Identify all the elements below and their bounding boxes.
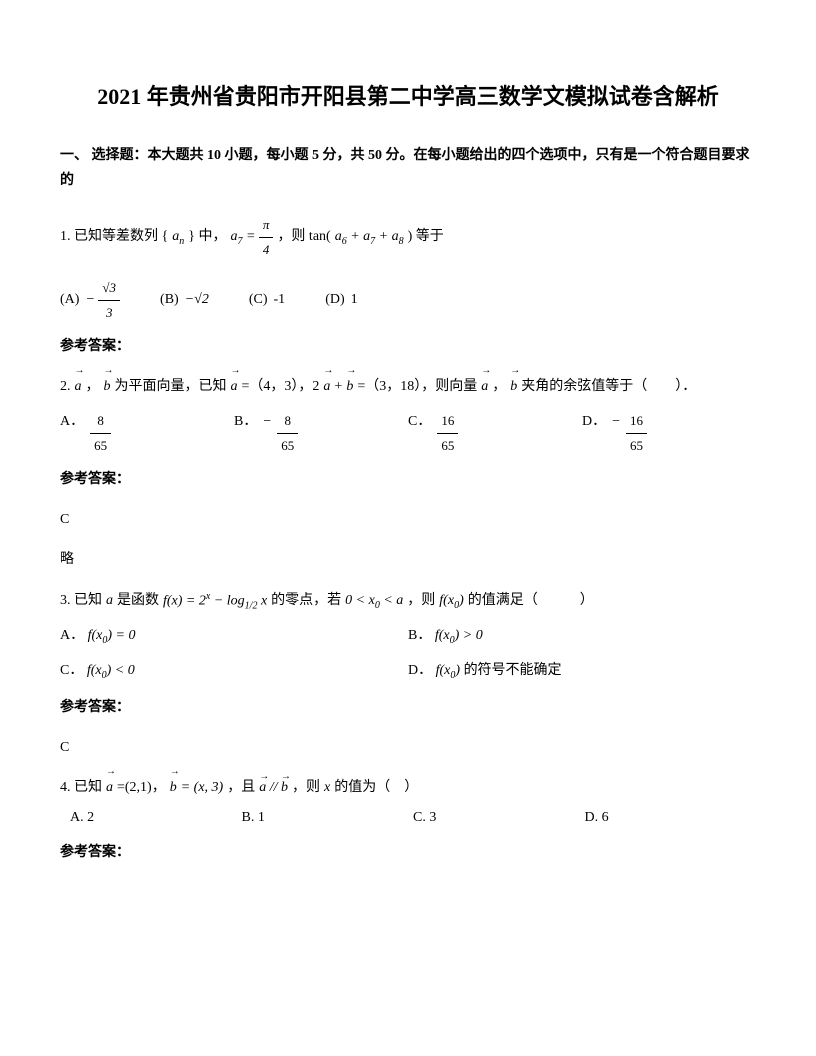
- q1-text-pre: 1. 已知等差数列 {: [60, 224, 168, 249]
- q3-cond: 0 < x0 < a: [345, 588, 403, 615]
- q4-vec-a: a: [106, 775, 113, 800]
- question-1: 1. 已知等差数列 { an } 中， a7 = π4 ，则 tan( a6 +…: [60, 213, 756, 359]
- question-4: 4. 已知 a =(2,1)， b = (x, 3) ，且 a // b ，则 …: [60, 775, 756, 866]
- q4-t1: =(2,1)，: [117, 775, 166, 800]
- section-1-header: 一、 选择题：本大题共 10 小题，每小题 5 分，共 50 分。在每小题给出的…: [60, 143, 756, 193]
- q2-vec-a2: a: [231, 374, 238, 399]
- q1-text-mid3: ) 等于: [408, 224, 444, 249]
- q2-t4: 夹角的余弦值等于（ ）．: [521, 374, 696, 399]
- q2-plus: +: [334, 374, 342, 399]
- question-3: 3. 已知 a 是函数 f(x) = 2x − log1/2 x 的零点，若 0…: [60, 588, 756, 760]
- q4-t3: ，则: [292, 775, 320, 800]
- q3-var-a: a: [106, 588, 113, 613]
- q2-vec-b: b: [104, 374, 111, 399]
- q1-answer-label: 参考答案：: [60, 334, 756, 359]
- q4-option-b: B. 1: [242, 805, 414, 830]
- q3-answer: C: [60, 735, 756, 760]
- q2-vec-a4: a: [481, 374, 488, 399]
- q3-fx0: f(x0): [439, 588, 463, 615]
- q3-option-d: D． f(x0) 的符号不能确定: [408, 658, 756, 685]
- q3-func: f(x) = 2x − log1/2 x: [163, 588, 267, 615]
- q4-bval: = (x, 3): [181, 775, 224, 800]
- q2-answer-label: 参考答案：: [60, 467, 756, 492]
- q1-formula-sum: a6 + a7 + a8: [335, 224, 404, 251]
- q4-option-c: C. 3: [413, 805, 585, 830]
- q2-t3: =（3，18），则向量: [357, 374, 477, 399]
- q3-t3: ，则: [407, 588, 435, 613]
- q2-answer: C: [60, 507, 756, 532]
- q2-answer-note: 略: [60, 547, 756, 572]
- q1-seq-var: an: [172, 224, 184, 251]
- q2-t2: =（4，3），2: [242, 374, 320, 399]
- q3-t1: 是函数: [117, 588, 159, 613]
- q4-varx: x: [324, 775, 330, 800]
- q2-option-d: D． − 1665: [582, 409, 756, 457]
- q4-pre: 4. 已知: [60, 775, 102, 800]
- q4-t4: 的值为（ ）: [334, 775, 418, 800]
- q2-vec-a: a: [75, 374, 82, 399]
- q2-comma2: ，: [492, 374, 506, 399]
- q3-option-b: B． f(x0) > 0: [408, 623, 756, 650]
- q2-vec-b3: b: [510, 374, 517, 399]
- q4-vec-b: b: [170, 775, 177, 800]
- q2-vec-b2: b: [346, 374, 353, 399]
- q2-vec-a3: a: [323, 374, 330, 399]
- q2-option-b: B． − 865: [234, 409, 408, 457]
- q3-t4: 的值满足（ ）: [468, 588, 594, 613]
- q2-option-c: C． 1665: [408, 409, 582, 457]
- q4-option-d: D. 6: [585, 805, 757, 830]
- q1-text-mid2: ，则 tan(: [277, 224, 330, 249]
- q1-formula-a7: a7 = π4: [230, 213, 273, 261]
- q3-answer-label: 参考答案：: [60, 695, 756, 720]
- q2-t1: 为平面向量，已知: [115, 374, 227, 399]
- q3-option-a: A． f(x0) = 0: [60, 623, 408, 650]
- q3-pre: 3. 已知: [60, 588, 102, 613]
- q1-option-a: (A) − √33: [60, 276, 120, 324]
- q1-option-b: (B) −√2: [160, 287, 209, 312]
- q4-parallel: a // b: [259, 775, 288, 800]
- question-2: 2. a ， b 为平面向量，已知 a =（4，3），2 a + b =（3，1…: [60, 374, 756, 573]
- q4-option-a: A. 2: [70, 805, 242, 830]
- q1-text-mid1: } 中，: [188, 224, 226, 249]
- exam-title: 2021 年贵州省贵阳市开阳县第二中学高三数学文模拟试卷含解析: [60, 80, 756, 113]
- q2-comma: ，: [86, 374, 100, 399]
- q2-pre: 2.: [60, 374, 71, 399]
- q1-option-d: (D) 1: [325, 287, 357, 312]
- q3-t2: 的零点，若: [271, 588, 341, 613]
- q3-option-c: C． f(x0) < 0: [60, 658, 408, 685]
- q1-option-c: (C) -1: [249, 287, 285, 312]
- q4-answer-label: 参考答案：: [60, 840, 756, 865]
- q2-option-a: A． 865: [60, 409, 234, 457]
- q4-t2: ，且: [227, 775, 255, 800]
